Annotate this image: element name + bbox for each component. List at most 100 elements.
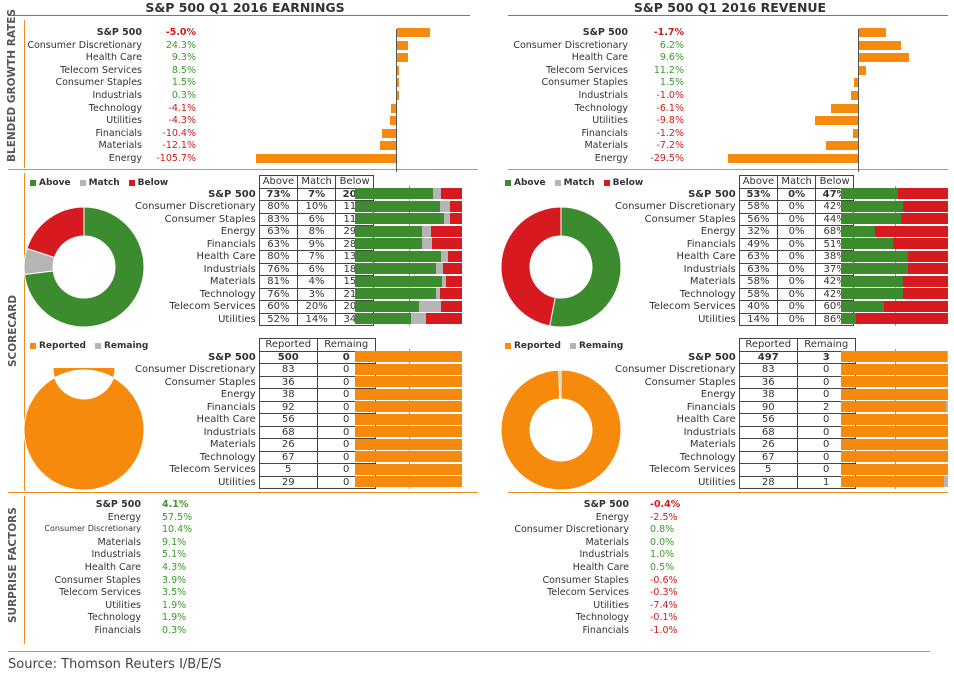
stacked-bar-segment (903, 288, 948, 299)
cell-reported: 36 (738, 375, 798, 389)
earnings_growth-bar (397, 78, 399, 88)
table-row: Health Care 63% 0% 38% (612, 250, 855, 264)
surprise-label: Consumer Staples (54, 574, 141, 586)
row-label: Utilities (698, 313, 736, 325)
stacked-bar-segment (900, 213, 948, 224)
column-header: Below (335, 175, 375, 189)
revenue_growth-bar (851, 91, 858, 100)
earnings_growth-bar (256, 154, 396, 163)
growth-bottom-line-right (508, 169, 948, 170)
cell-above: 63% (738, 262, 779, 276)
stacked-bar-segment (841, 451, 948, 462)
table-row: Technology 67 0 (612, 450, 856, 464)
table-row: Materials 26 0 (132, 438, 376, 452)
revenue_growth-value: 9.6% (659, 52, 684, 64)
stacked-bar-segment (355, 413, 462, 425)
earnings_growth-label: Health Care (85, 52, 142, 64)
table-row: Telecom Services 5 0 (612, 463, 856, 477)
column-header: Reported (738, 338, 798, 352)
surprise-value: 0.3% (162, 625, 187, 636)
row-label: S&P 500 (688, 351, 736, 363)
table-row: Financials 90 2 (612, 400, 856, 414)
header-spacer (612, 176, 739, 189)
legend-match: Match (88, 178, 120, 188)
cell-reported: 5 (258, 463, 318, 477)
surprise-label: Telecom Services (547, 587, 629, 599)
surprise-label: Telecom Services (59, 587, 141, 599)
revenue_growth-value: 6.2% (659, 39, 684, 51)
stacked-bar-segment (441, 275, 446, 287)
legend-above: Above (39, 178, 71, 188)
stacked-bar-segment (883, 300, 948, 312)
revenue_growth-bar (859, 53, 909, 63)
row-label: Energy (220, 389, 256, 401)
earnings-title-underline (8, 15, 470, 16)
cell-reported: 497 (738, 350, 798, 364)
column-header: Remaing (796, 338, 856, 352)
stacked-bar-segment (450, 213, 462, 224)
stacked-bar-segment (445, 275, 462, 287)
stacked-bar-segment (355, 200, 440, 212)
surprise-label: Consumer Discretionary (44, 524, 141, 534)
cell-reported: 83 (738, 363, 798, 377)
growth-section-line (24, 20, 25, 168)
donut-slice (500, 206, 562, 327)
earnings_growth-value: -5.0% (165, 27, 196, 38)
cell-above: 81% (258, 275, 299, 289)
surprise-value: 0.8% (650, 524, 675, 536)
surprise-value: 1.9% (162, 612, 187, 624)
legend-remaining: Remaing (578, 341, 624, 351)
surprise-value: 10.4% (162, 524, 193, 536)
scorecard-section-label: SCORECARD (7, 294, 19, 368)
row-label: Telecom Services (169, 464, 256, 476)
table-row: Consumer Staples 56% 0% 44% (612, 212, 855, 226)
earnings_growth-bar (390, 103, 396, 113)
cell-match: 6% (297, 212, 337, 226)
revenue_growth-bar (852, 128, 858, 138)
donut-slice (500, 369, 622, 491)
cell-match: 0% (777, 212, 817, 226)
row-label: Technology (679, 451, 736, 463)
row-label: Materials (209, 439, 256, 451)
cell-above: 60% (258, 300, 299, 314)
cell-reported: 68 (738, 425, 798, 439)
table-row: Telecom Services 5 0 (132, 463, 376, 477)
revenue_growth-bar (859, 40, 902, 50)
cell-match: 6% (297, 262, 337, 276)
surprise-value: -0.3% (650, 587, 678, 599)
earnings_growth-label: Financials (95, 127, 142, 139)
revenue-reported-donut (500, 369, 622, 491)
cell-above: 63% (738, 250, 779, 264)
stacked-bar-segment (355, 388, 462, 400)
surprise-label: Financials (582, 625, 629, 636)
row-label: Health Care (196, 414, 256, 426)
revenue_reported-table: Reported Remaing S&P 500 497 3 Consumer Discr… (612, 338, 856, 489)
table-row: Financials 49% 0% 51% (612, 237, 855, 251)
table-row: S&P 500 53% 0% 47% (612, 187, 855, 201)
cell-reported: 67 (258, 450, 318, 464)
revenue-title: S&P 500 Q1 2016 REVENUE (615, 0, 845, 15)
cell-above: 49% (738, 237, 779, 251)
stacked-bar-segment (841, 300, 884, 312)
stacked-bar-segment (875, 225, 948, 237)
surprise-section-line (24, 496, 25, 644)
cell-above: 63% (258, 237, 299, 251)
earnings_growth-label: Industrials (92, 90, 142, 101)
cell-match: 0% (777, 250, 817, 264)
stacked-bar-segment (422, 238, 433, 249)
stacked-bar-segment (893, 238, 948, 249)
revenue_growth-label: Consumer Staples (541, 77, 628, 89)
cell-reported: 5 (738, 463, 798, 477)
surprise-value: -1.0% (650, 625, 678, 636)
surprise-value: 3.5% (162, 587, 187, 599)
column-header: Reported (258, 338, 318, 352)
cell-reported: 28 (738, 475, 798, 489)
stacked-bar-segment (439, 288, 462, 299)
row-label: Technology (679, 288, 736, 300)
table-row: Consumer Discretionary 83 0 (612, 363, 856, 377)
growth-bottom-line (8, 169, 478, 170)
legend-above: Above (514, 178, 546, 188)
